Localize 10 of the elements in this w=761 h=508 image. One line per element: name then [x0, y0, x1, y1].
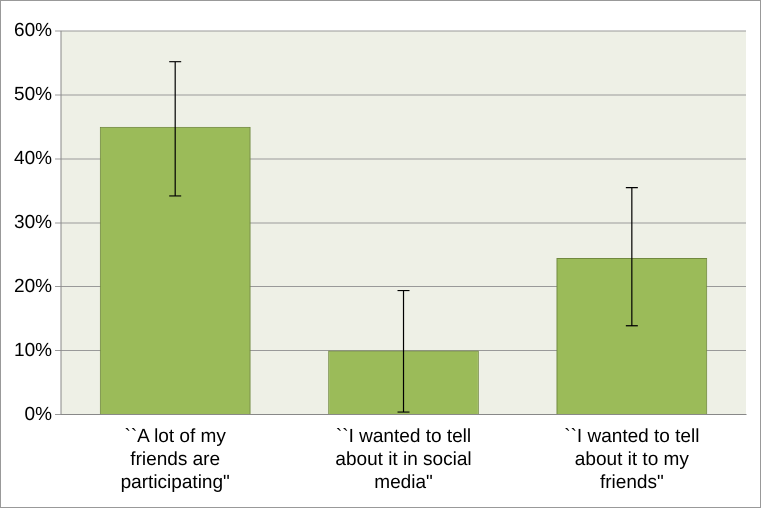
- x-tick-label: ``A lot of my friends are participating": [120, 426, 230, 493]
- y-tick-label: 20%: [14, 276, 52, 297]
- y-tick-label: 40%: [14, 148, 52, 170]
- y-tick-label: 60%: [14, 20, 52, 42]
- y-tick-label: 10%: [14, 340, 52, 361]
- x-tick-label: ``I wanted to tell about it to my friends": [564, 426, 700, 493]
- y-tick-label: 50%: [14, 84, 52, 106]
- y-tick-label: 30%: [14, 212, 52, 234]
- x-tick-label: ``I wanted to tell about it in social media": [335, 426, 472, 493]
- y-tick-label: 0%: [24, 404, 52, 425]
